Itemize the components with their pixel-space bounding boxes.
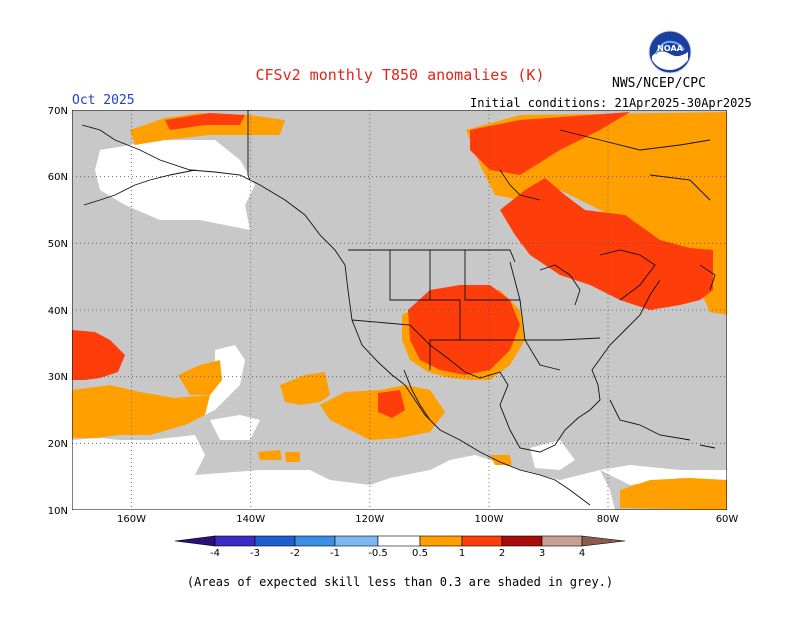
noaa-logo-text: NOAA (657, 44, 683, 53)
colorbar-swatch (541, 535, 583, 547)
colorbar-label: -4 (210, 548, 220, 559)
colorbar-swatch (377, 535, 421, 547)
colorbar-label: 1 (459, 548, 465, 559)
colorbar-swatch (461, 535, 503, 547)
colorbar-label: 4 (579, 548, 585, 559)
noaa-logo-icon: NOAA (648, 30, 692, 74)
coastlines-and-borders (81, 110, 716, 506)
initial-conditions: Initial conditions: 21Apr2025-30Apr2025 (470, 96, 752, 110)
colorbar-swatch (254, 535, 296, 547)
lon-label: 140W (236, 514, 265, 525)
lat-label: 10N (48, 506, 68, 517)
longitude-labels: 160W 140W 120W 100W 80W 60W (117, 514, 738, 525)
colorbar-swatch (214, 535, 256, 547)
near-normal-regions (72, 140, 727, 510)
colorbar-above-max-arrow (581, 535, 626, 547)
lon-label: 100W (475, 514, 504, 525)
lat-label: 50N (48, 239, 68, 250)
lat-label: 40N (48, 306, 68, 317)
agency-label: NWS/NCEP/CPC (612, 76, 706, 91)
lat-label: 60N (48, 172, 68, 183)
map-plot-area (72, 110, 727, 510)
map-title: CFSv2 monthly T850 anomalies (K) (255, 66, 545, 84)
lon-label: 120W (355, 514, 384, 525)
colorbar-label: 0.5 (412, 548, 428, 559)
graticule (72, 110, 727, 510)
colorbar-swatch (334, 535, 379, 547)
colorbar-label: -0.5 (368, 548, 388, 559)
skill-footnote: (Areas of expected skill less than 0.3 a… (186, 575, 614, 589)
lat-label: 20N (48, 439, 68, 450)
colorbar-label: -3 (250, 548, 260, 559)
lat-label: 70N (48, 106, 68, 117)
colorbar-label: 2 (499, 548, 505, 559)
colorbar-labels: -4 -3 -2 -1 -0.5 0.5 1 2 3 4 (210, 548, 585, 559)
target-month: Oct 2025 (72, 93, 135, 108)
colorbar-swatch (419, 535, 463, 547)
colorbar-label: 3 (539, 548, 545, 559)
colorbar-below-min-arrow (174, 535, 216, 547)
lon-label: 80W (597, 514, 620, 525)
lat-label: 30N (48, 372, 68, 383)
colorbar-label: -1 (330, 548, 340, 559)
anomaly-1-to-2-regions (72, 112, 713, 418)
colorbar-swatch (294, 535, 336, 547)
colorbar-label: -2 (290, 548, 300, 559)
latitude-labels: 70N 60N 50N 40N 30N 20N 10N (48, 106, 68, 517)
colorbar (174, 535, 626, 547)
lon-label: 60W (716, 514, 739, 525)
lon-label: 160W (117, 514, 146, 525)
colorbar-swatch (501, 535, 543, 547)
